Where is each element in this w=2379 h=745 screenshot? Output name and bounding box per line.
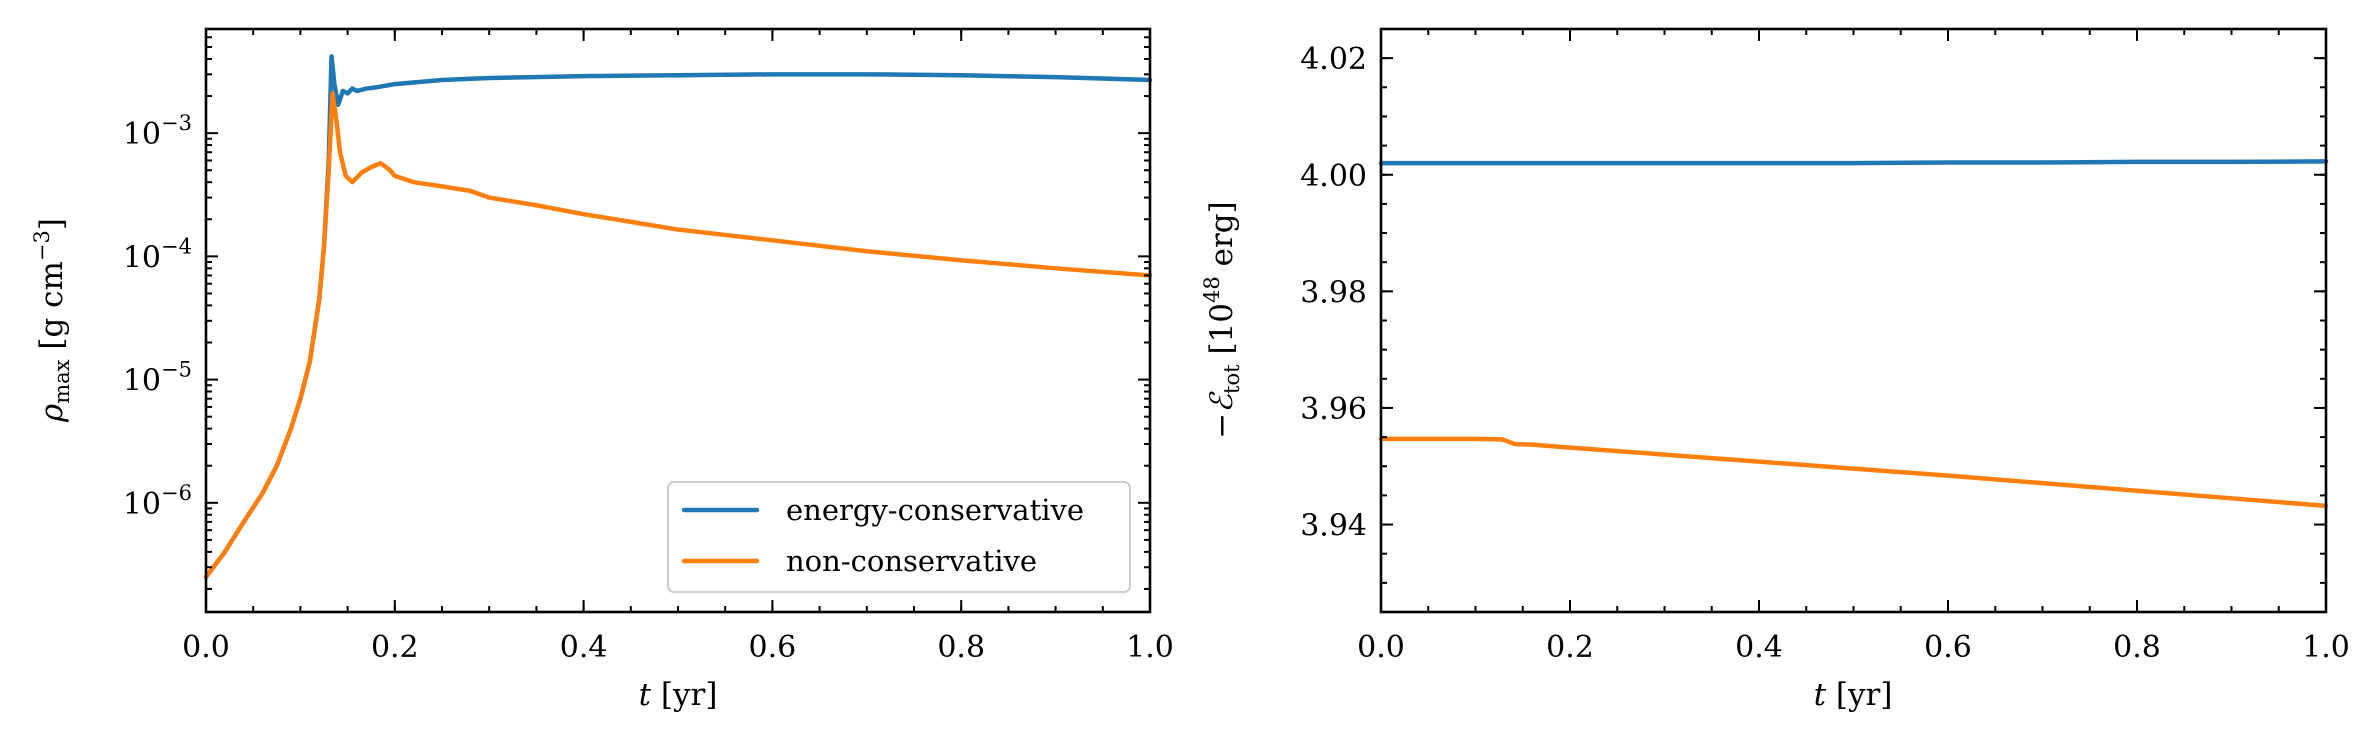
- energy-ticks: [1380, 28, 2327, 612]
- density-xtick-label: 0.8: [937, 630, 985, 665]
- density-xtick-label: 1.0: [1126, 630, 1174, 665]
- density-xtick-label: 0.4: [560, 630, 608, 665]
- energy-xtick-label: 0.8: [2113, 630, 2161, 665]
- density-x-axis-label: t [yr]: [639, 677, 718, 713]
- density-xtick-label: 0.0: [182, 630, 230, 665]
- energy-line-non-conservative: [1378, 436, 2329, 509]
- density-ticks: [205, 28, 1151, 612]
- legend: energy-conservative non-conservative: [667, 481, 1131, 593]
- density-xtick-label: 0.6: [749, 630, 797, 665]
- energy-panel: 0.0 0.2 0.4 0.6 0.8 1.0 3.94 3.96 3.98 4.00 4.02 t…: [1200, 27, 2350, 713]
- energy-line-energy-conservative: [1378, 159, 2329, 166]
- energy-xtick-label: 0.4: [1735, 630, 1783, 665]
- density-tick-labels: 0.0 0.2 0.4 0.6 0.8 1.0 10−6 10−5 10−4 10−3: [123, 111, 1174, 665]
- density-panel: 0.0 0.2 0.4 0.6 0.8 1.0 10−6 10−5 10−4 10−3 t [yr…: [30, 27, 1174, 713]
- density-ytick-label: 10−5: [123, 358, 192, 399]
- density-y-axis-label: ρmax [g cm−3]: [30, 218, 74, 423]
- energy-xtick-label: 0.0: [1357, 630, 1405, 665]
- energy-xtick-label: 0.6: [1924, 630, 1972, 665]
- energy-x-axis-label: t [yr]: [1814, 677, 1893, 713]
- energy-ytick-label: 3.98: [1300, 275, 1367, 310]
- energy-plot-frame: [1379, 27, 2328, 614]
- density-xtick-label: 0.2: [371, 630, 419, 665]
- energy-tick-labels: 0.0 0.2 0.4 0.6 0.8 1.0 3.94 3.96 3.98 4.00 4.02: [1300, 42, 2350, 665]
- density-ytick-label: 10−3: [123, 111, 192, 152]
- legend-label-non-conservative: non-conservative: [786, 544, 1037, 578]
- energy-xtick-label: 1.0: [2302, 630, 2350, 665]
- density-line-non-conservative: [203, 91, 1153, 580]
- energy-series-group: [1378, 159, 2329, 509]
- legend-box: [667, 481, 1131, 593]
- energy-xtick-label: 0.2: [1546, 630, 1594, 665]
- energy-ytick-label: 4.00: [1300, 159, 1367, 194]
- energy-ytick-label: 3.94: [1300, 509, 1367, 544]
- density-ytick-label: 10−4: [123, 234, 192, 275]
- energy-y-axis-label: −ℰtot [1048 erg]: [1200, 201, 1244, 438]
- legend-label-energy-conservative: energy-conservative: [786, 493, 1084, 527]
- energy-ytick-label: 4.02: [1300, 42, 1367, 77]
- density-series-group: [203, 54, 1153, 580]
- energy-ytick-label: 3.96: [1300, 392, 1367, 427]
- density-ytick-label: 10−6: [123, 481, 192, 522]
